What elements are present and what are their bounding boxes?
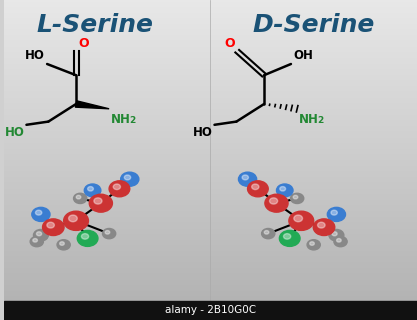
Circle shape — [307, 240, 320, 250]
Circle shape — [32, 207, 50, 221]
Circle shape — [73, 193, 87, 204]
Circle shape — [332, 232, 337, 236]
Circle shape — [279, 230, 300, 246]
Circle shape — [248, 181, 268, 197]
Circle shape — [84, 184, 101, 197]
Circle shape — [121, 172, 139, 186]
Text: OH: OH — [293, 49, 313, 62]
Text: NH: NH — [299, 113, 319, 126]
Circle shape — [252, 184, 259, 189]
Circle shape — [60, 242, 64, 245]
Circle shape — [337, 238, 341, 242]
Circle shape — [103, 228, 116, 239]
Circle shape — [280, 187, 286, 191]
Circle shape — [318, 222, 325, 228]
Circle shape — [242, 175, 249, 180]
Circle shape — [69, 215, 77, 222]
Circle shape — [239, 172, 256, 186]
Circle shape — [89, 194, 113, 212]
Circle shape — [33, 229, 48, 241]
Text: HO: HO — [5, 126, 24, 140]
Circle shape — [36, 232, 42, 236]
Circle shape — [284, 234, 291, 239]
Circle shape — [334, 236, 347, 247]
Circle shape — [310, 242, 314, 245]
Circle shape — [293, 195, 298, 199]
Circle shape — [264, 230, 269, 234]
Text: HO: HO — [193, 126, 212, 140]
Circle shape — [291, 193, 304, 204]
Bar — [4, 301, 417, 320]
Circle shape — [289, 211, 314, 230]
Circle shape — [327, 207, 346, 221]
Circle shape — [265, 194, 288, 212]
Circle shape — [113, 184, 121, 189]
Circle shape — [76, 195, 81, 199]
Circle shape — [81, 234, 89, 239]
Text: 2: 2 — [129, 116, 135, 125]
Text: O: O — [224, 36, 235, 50]
Circle shape — [77, 230, 98, 246]
Circle shape — [94, 198, 102, 204]
Circle shape — [64, 211, 88, 230]
Circle shape — [331, 210, 337, 215]
Text: 2: 2 — [317, 116, 323, 125]
Text: NH: NH — [111, 113, 131, 126]
Text: HO: HO — [25, 49, 45, 62]
Circle shape — [269, 198, 278, 204]
Circle shape — [30, 236, 43, 247]
Circle shape — [88, 187, 93, 191]
Circle shape — [43, 219, 64, 236]
Circle shape — [294, 215, 302, 222]
Text: O: O — [78, 36, 89, 50]
Circle shape — [124, 175, 131, 180]
Circle shape — [261, 228, 275, 239]
Text: D-Serine: D-Serine — [252, 13, 375, 37]
Circle shape — [329, 229, 344, 241]
Circle shape — [57, 240, 70, 250]
Circle shape — [109, 181, 130, 197]
Circle shape — [276, 184, 293, 197]
Text: L-Serine: L-Serine — [36, 13, 153, 37]
Circle shape — [313, 219, 335, 236]
Circle shape — [47, 222, 54, 228]
Circle shape — [35, 210, 42, 215]
Circle shape — [33, 238, 38, 242]
Polygon shape — [75, 101, 109, 109]
Circle shape — [105, 230, 110, 234]
Text: alamy - 2B10G0C: alamy - 2B10G0C — [165, 305, 256, 316]
